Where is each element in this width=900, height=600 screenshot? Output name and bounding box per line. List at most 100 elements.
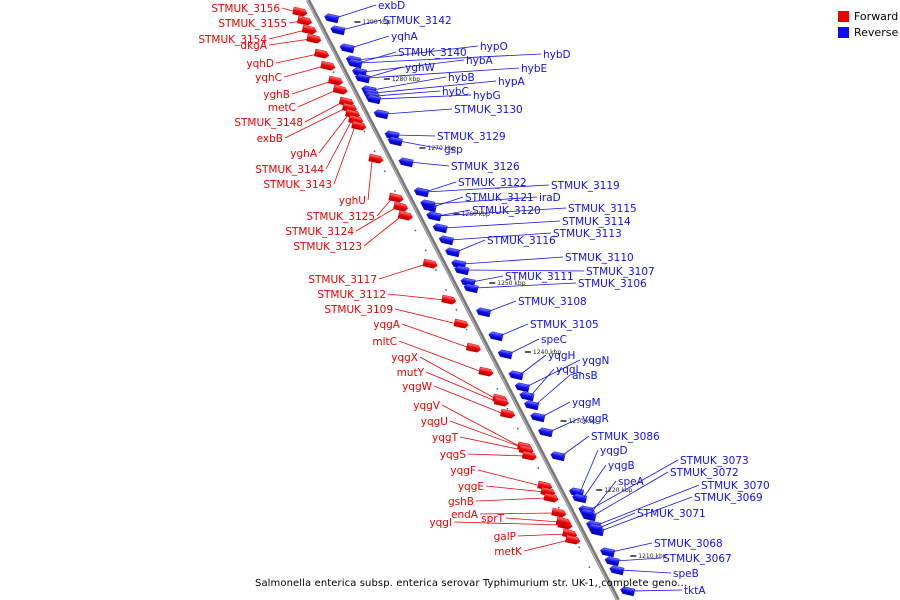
- forward-gene-feature[interactable]: [493, 396, 509, 407]
- gene-label[interactable]: STMUK_3111: [505, 271, 574, 283]
- gene-label[interactable]: STMUK_3114: [562, 216, 631, 228]
- gene-label[interactable]: galP: [494, 531, 516, 543]
- gene-label[interactable]: STMUK_3115: [568, 203, 637, 215]
- reverse-gene-feature[interactable]: [398, 157, 414, 168]
- forward-gene-feature[interactable]: [453, 318, 469, 329]
- reverse-gene-feature[interactable]: [497, 349, 513, 360]
- gene-label[interactable]: yqgN: [582, 355, 609, 367]
- gene-label[interactable]: yqgV: [413, 400, 441, 412]
- gene-label[interactable]: yqgR: [582, 413, 609, 425]
- reverse-gene-feature[interactable]: [550, 451, 566, 462]
- forward-gene-feature[interactable]: [521, 450, 537, 461]
- gene-label[interactable]: tktA: [684, 585, 706, 597]
- gene-label[interactable]: yghW: [405, 62, 436, 74]
- reverse-gene-feature[interactable]: [438, 235, 454, 246]
- reverse-gene-feature[interactable]: [365, 94, 382, 105]
- gene-label[interactable]: STMUK_3117: [308, 274, 377, 286]
- gene-label[interactable]: yqgE: [458, 481, 484, 493]
- gene-label[interactable]: yqhA: [391, 31, 419, 43]
- reverse-gene-feature[interactable]: [420, 199, 436, 210]
- forward-gene-feature[interactable]: [292, 6, 308, 17]
- gene-label[interactable]: hybD: [543, 49, 571, 61]
- gene-label[interactable]: mltC: [372, 336, 397, 348]
- forward-gene-feature[interactable]: [351, 120, 367, 131]
- forward-gene-feature[interactable]: [551, 507, 567, 518]
- gene-label[interactable]: metK: [494, 546, 523, 558]
- gene-label[interactable]: STMUK_3142: [383, 15, 452, 27]
- gene-label[interactable]: STMUK_3067: [663, 553, 732, 565]
- gene-label[interactable]: STMUK_3072: [670, 467, 739, 479]
- reverse-gene-feature[interactable]: [508, 370, 524, 381]
- gene-label[interactable]: iraD: [539, 192, 561, 204]
- gene-label[interactable]: hypO: [480, 41, 508, 53]
- reverse-gene-feature[interactable]: [476, 307, 492, 318]
- forward-gene-feature[interactable]: [441, 294, 457, 305]
- gene-label[interactable]: endA: [451, 509, 479, 521]
- gene-label[interactable]: hybG: [473, 90, 501, 102]
- gene-label[interactable]: STMUK_3119: [551, 180, 620, 192]
- gene-label[interactable]: STMUK_3068: [654, 538, 723, 550]
- forward-gene-feature[interactable]: [393, 201, 409, 212]
- gene-label[interactable]: sprT: [481, 513, 504, 525]
- reverse-gene-feature[interactable]: [620, 586, 636, 597]
- gene-label[interactable]: speC: [541, 334, 567, 346]
- gene-label[interactable]: STMUK_3086: [591, 431, 660, 443]
- gene-label[interactable]: yqgI: [429, 517, 452, 529]
- gene-label[interactable]: speA: [618, 476, 645, 488]
- gene-label[interactable]: STMUK_3071: [637, 508, 706, 520]
- forward-gene-feature[interactable]: [555, 516, 571, 527]
- reverse-gene-feature[interactable]: [330, 25, 346, 36]
- gene-label[interactable]: STMUK_3113: [553, 228, 622, 240]
- gene-label[interactable]: STMUK_3122: [458, 177, 527, 189]
- gene-label[interactable]: hybB: [448, 72, 475, 84]
- gene-label[interactable]: metC: [268, 102, 296, 114]
- forward-gene-feature[interactable]: [368, 153, 384, 164]
- reverse-gene-feature[interactable]: [530, 412, 546, 423]
- reverse-gene-feature[interactable]: [572, 493, 588, 504]
- reverse-gene-feature[interactable]: [426, 211, 442, 222]
- forward-gene-feature[interactable]: [397, 210, 413, 221]
- gene-label[interactable]: STMUK_3116: [487, 235, 556, 247]
- gene-label[interactable]: yqgA: [373, 319, 401, 331]
- reverse-gene-feature[interactable]: [414, 187, 430, 198]
- reverse-gene-feature[interactable]: [387, 136, 403, 147]
- gene-label[interactable]: yqgT: [432, 432, 459, 444]
- gene-label[interactable]: gshB: [448, 496, 474, 508]
- gene-label[interactable]: STMUK_3109: [324, 304, 393, 316]
- gene-label[interactable]: STMUK_3125: [306, 211, 375, 223]
- reverse-gene-feature[interactable]: [600, 547, 616, 558]
- reverse-gene-feature[interactable]: [339, 43, 355, 54]
- gene-label[interactable]: STMUK_3148: [234, 117, 303, 129]
- reverse-gene-feature[interactable]: [604, 556, 620, 567]
- gene-label[interactable]: yqhD: [246, 58, 274, 70]
- reverse-gene-feature[interactable]: [587, 523, 603, 534]
- forward-gene-feature[interactable]: [500, 408, 516, 419]
- gene-label[interactable]: hybA: [466, 55, 494, 67]
- forward-gene-feature[interactable]: [327, 75, 344, 86]
- gene-label[interactable]: STMUK_3120: [472, 205, 541, 217]
- gene-label[interactable]: STMUK_3069: [694, 492, 763, 504]
- reverse-gene-feature[interactable]: [463, 283, 479, 294]
- gene-label[interactable]: STMUK_3124: [285, 226, 354, 238]
- gene-label[interactable]: STMUK_3108: [518, 296, 587, 308]
- gene-label[interactable]: STMUK_3155: [218, 18, 287, 30]
- reverse-gene-feature[interactable]: [347, 58, 363, 69]
- gene-label[interactable]: yqgS: [440, 449, 467, 461]
- reverse-gene-feature[interactable]: [355, 73, 371, 84]
- gene-label[interactable]: yghB: [263, 89, 290, 101]
- forward-gene-feature[interactable]: [543, 492, 559, 503]
- forward-gene-feature[interactable]: [465, 342, 481, 353]
- gene-label[interactable]: yqgH: [548, 350, 575, 362]
- gene-label[interactable]: exbB: [257, 133, 283, 145]
- gene-label[interactable]: STMUK_3126: [451, 161, 520, 173]
- gene-label[interactable]: yqgF: [450, 465, 476, 477]
- forward-gene-feature[interactable]: [478, 366, 494, 377]
- gene-label[interactable]: exbD: [378, 0, 405, 12]
- gene-label[interactable]: yqgM: [572, 397, 601, 409]
- gene-label[interactable]: yqgW: [402, 381, 433, 393]
- gene-label[interactable]: mutY: [397, 367, 425, 379]
- reverse-gene-feature[interactable]: [609, 565, 625, 576]
- gene-label[interactable]: hypA: [498, 76, 526, 88]
- gene-label[interactable]: STMUK_3073: [680, 455, 749, 467]
